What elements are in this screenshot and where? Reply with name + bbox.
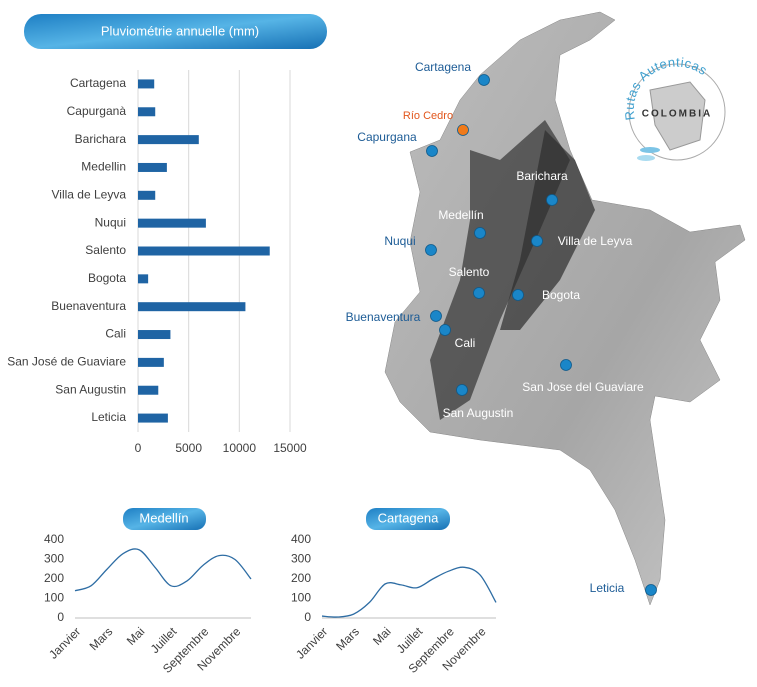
x-tick-label: Janvier — [293, 624, 330, 661]
bar — [138, 246, 270, 256]
map-label: Nuqui — [384, 234, 415, 248]
map-marker — [430, 310, 442, 322]
map-label: Buenaventura — [346, 310, 421, 324]
map-label: Cartagena — [415, 60, 471, 74]
line — [74, 548, 252, 592]
map-label: Villa de Leyva — [558, 234, 633, 248]
map-label: San Augustin — [443, 406, 514, 420]
y-tick-label: 400 — [291, 532, 311, 546]
y-tick-label: 0 — [57, 610, 64, 624]
map-label: Salento — [449, 265, 490, 279]
y-tick-label: Medellin — [81, 160, 126, 174]
y-tick-label: Cartagena — [70, 76, 126, 90]
y-tick-label: 100 — [44, 591, 64, 605]
y-tick-label: Cali — [105, 327, 126, 341]
bar — [138, 218, 206, 228]
map-marker — [425, 244, 437, 256]
bar — [138, 385, 159, 395]
y-tick-label: Villa de Leyva — [52, 187, 127, 201]
y-tick-label: 200 — [44, 571, 64, 585]
y-tick-label: 300 — [291, 552, 311, 566]
y-tick-label: San José de Guaviare — [7, 355, 126, 369]
chart-title: Cartagena — [378, 510, 439, 525]
map-marker — [546, 194, 558, 206]
map-marker — [426, 145, 438, 157]
line-title-pill: Cartagena — [366, 508, 450, 530]
map-marker — [512, 289, 524, 301]
map-marker — [473, 287, 485, 299]
mountain-range — [500, 130, 595, 330]
x-tick-label: 0 — [135, 441, 142, 455]
logo-emblem — [649, 81, 706, 151]
map-label: Cali — [455, 336, 476, 350]
map-label: Capurgana — [357, 130, 417, 144]
line — [321, 566, 497, 618]
map-marker — [531, 235, 543, 247]
map: Rutas Autenticas COLOMBIA — [384, 11, 746, 606]
bar — [138, 413, 168, 423]
bar — [138, 79, 155, 89]
x-tick-label: 5000 — [175, 441, 202, 455]
y-tick-label: Barichara — [75, 132, 127, 146]
y-tick-label: 100 — [291, 591, 311, 605]
x-tick-label: Janvier — [46, 624, 83, 661]
x-tick-label: Mars — [87, 624, 116, 653]
chart-title: Medellín — [139, 510, 188, 525]
map-marker — [439, 324, 451, 336]
map-label: Medellín — [438, 208, 483, 222]
y-tick-label: Salento — [85, 243, 126, 257]
bar — [138, 357, 164, 367]
y-tick-label: Leticia — [91, 410, 126, 424]
bar — [138, 274, 149, 284]
bar — [138, 107, 156, 117]
y-tick-label: Bogota — [88, 271, 126, 285]
x-tick-label: Mars — [333, 624, 362, 653]
y-tick-label: 0 — [304, 610, 311, 624]
bar — [138, 162, 167, 172]
logo-dot — [637, 155, 655, 161]
bar — [138, 190, 156, 200]
bar — [138, 302, 246, 312]
map-marker — [478, 74, 490, 86]
map-marker — [474, 227, 486, 239]
map-label: Barichara — [516, 169, 568, 183]
x-tick-label: 10000 — [223, 441, 257, 455]
x-tick-label: 15000 — [273, 441, 307, 455]
map-label: Bogota — [542, 288, 580, 302]
map-marker — [457, 124, 469, 136]
bar — [138, 330, 171, 340]
map-label: Río Cedro — [403, 110, 453, 122]
bar — [138, 135, 199, 145]
y-tick-label: 200 — [291, 571, 311, 585]
map-label: Leticia — [590, 581, 625, 595]
y-tick-label: San Augustin — [55, 382, 126, 396]
chart-title: Pluviométrie annuelle (mm) — [101, 23, 259, 38]
map-label: San Jose del Guaviare — [522, 380, 644, 394]
title-background — [366, 508, 450, 530]
map-marker — [645, 584, 657, 596]
line-title-pill: Medellín — [123, 508, 206, 530]
map-marker — [456, 384, 468, 396]
bar-title-pill: Pluviométrie annuelle (mm) — [24, 14, 327, 49]
x-tick-label: Mai — [370, 624, 394, 648]
x-tick-label: Mai — [124, 624, 148, 648]
logo-center-text: COLOMBIA — [642, 109, 712, 120]
y-tick-label: 400 — [44, 532, 64, 546]
title-background — [123, 508, 206, 530]
map-marker — [560, 359, 572, 371]
y-tick-label: Capurganà — [67, 104, 127, 118]
y-tick-label: Nuqui — [95, 215, 126, 229]
y-tick-label: 300 — [44, 552, 64, 566]
title-background — [24, 14, 327, 49]
y-tick-label: Buenaventura — [51, 299, 126, 313]
logo-dot — [640, 147, 660, 153]
